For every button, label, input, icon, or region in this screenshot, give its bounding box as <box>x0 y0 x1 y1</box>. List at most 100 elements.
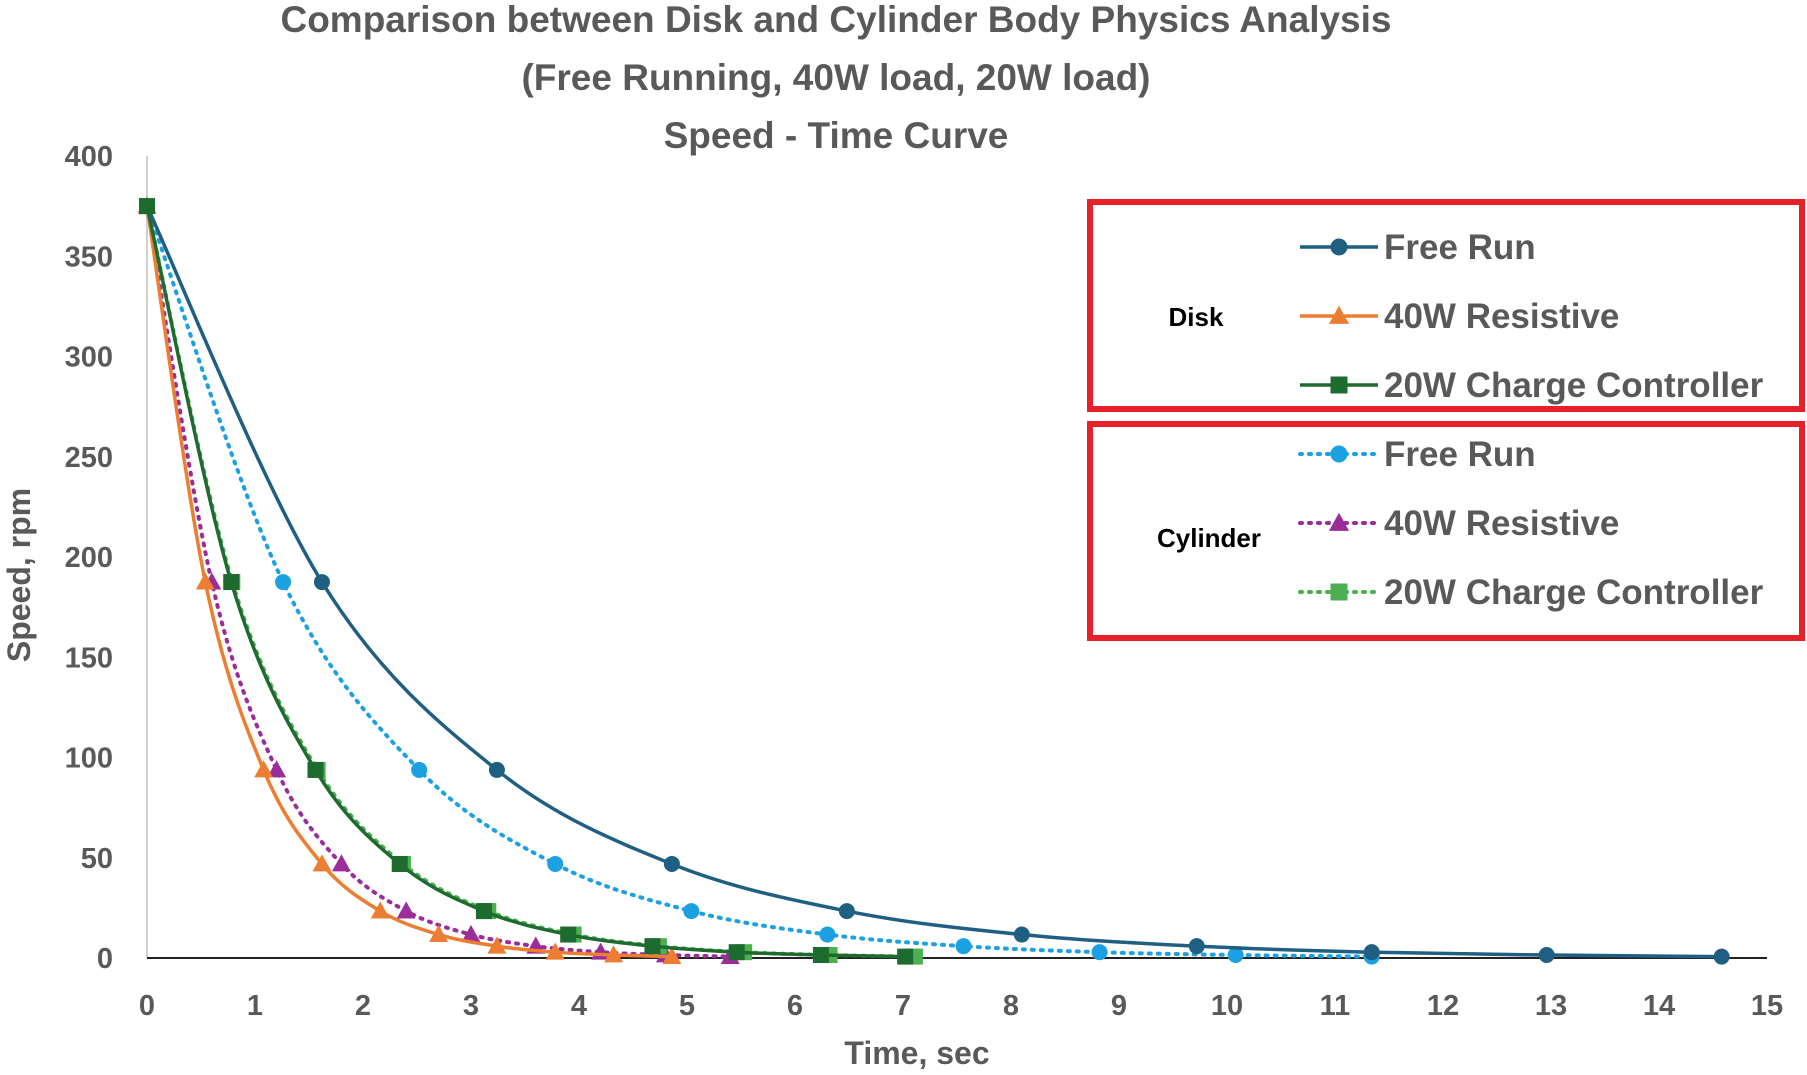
data-point <box>429 924 449 942</box>
chart-title-line-1: Comparison between Disk and Cylinder Bod… <box>280 0 1391 40</box>
series-disk-square <box>139 198 914 965</box>
data-point <box>195 572 215 590</box>
x-tick-label: 1 <box>247 990 263 1022</box>
data-point <box>1363 944 1380 961</box>
legend-marker <box>1330 445 1348 463</box>
data-point <box>545 942 565 960</box>
data-point <box>897 948 914 965</box>
data-point <box>275 574 292 591</box>
x-tick-label: 14 <box>1643 990 1675 1022</box>
series-disk-triangle <box>137 196 682 964</box>
data-point <box>487 936 507 954</box>
y-tick-label: 200 <box>65 542 113 574</box>
data-point <box>955 938 972 955</box>
data-point <box>1188 938 1205 955</box>
y-tick-label: 50 <box>81 843 113 875</box>
data-point <box>728 944 745 961</box>
data-point <box>370 901 390 919</box>
y-tick-label: 150 <box>65 642 113 674</box>
data-point <box>838 903 855 920</box>
x-tick-label: 2 <box>355 990 371 1022</box>
data-point <box>312 854 332 872</box>
legend-entry: 40W Resistive <box>1298 504 1619 543</box>
x-tick-label: 4 <box>571 990 587 1022</box>
legend-marker <box>1330 583 1348 601</box>
data-point <box>812 946 829 963</box>
x-tick-label: 0 <box>139 990 155 1022</box>
series-line <box>145 204 733 959</box>
data-point <box>488 761 505 778</box>
legend-label: Free Run <box>1384 435 1536 474</box>
x-tick-label: 12 <box>1427 990 1459 1022</box>
y-axis-label: Speed, rpm <box>1 488 37 662</box>
legend-marker <box>1330 376 1348 394</box>
data-point <box>139 198 155 215</box>
series-cylinder-circle <box>139 198 1380 965</box>
data-point <box>547 855 564 872</box>
legend-label: 40W Resistive <box>1384 297 1619 336</box>
series-line <box>145 205 1722 959</box>
y-tick-labels: 0 50 100 150 200 250 300 350 400 <box>65 141 113 975</box>
x-tick-label: 9 <box>1111 990 1127 1022</box>
data-point <box>560 926 577 943</box>
legend-entry: 40W Resistive <box>1300 297 1619 336</box>
y-tick-label: 250 <box>65 442 113 474</box>
data-point <box>254 760 274 778</box>
data-point <box>1091 944 1108 961</box>
data-point <box>663 855 680 872</box>
data-point <box>662 946 682 964</box>
data-point <box>411 761 428 778</box>
data-point <box>396 901 416 919</box>
legend-marker <box>1328 512 1350 531</box>
x-tick-label: 8 <box>1003 990 1019 1022</box>
legend-box-cylinder <box>1087 421 1805 641</box>
legend-entry: 20W Charge Controller <box>1300 366 1764 405</box>
data-point <box>391 855 408 872</box>
data-point <box>683 903 700 920</box>
data-point <box>267 760 287 778</box>
data-point <box>313 574 330 591</box>
x-tick-label: 3 <box>463 990 479 1022</box>
data-point <box>819 926 836 943</box>
y-tick-label: 0 <box>97 943 113 975</box>
x-tick-label: 5 <box>679 990 695 1022</box>
x-tick-labels: 0 1 2 3 4 5 6 7 8 9 10 11 12 13 14 15 <box>139 990 1783 1022</box>
legend: Disk Cylinder Free Run 40W Resistive 20W C… <box>1087 199 1805 641</box>
legend-entry: Free Run <box>1300 228 1536 267</box>
data-point <box>331 854 351 872</box>
legend-label: Free Run <box>1384 228 1536 267</box>
data-point <box>604 945 624 963</box>
x-axis-label: Time, sec <box>844 1035 989 1071</box>
y-tick-label: 300 <box>65 342 113 374</box>
data-point <box>475 903 492 920</box>
data-point <box>223 574 240 591</box>
x-tick-label: 10 <box>1211 990 1243 1022</box>
chart-title-line-3: Speed - Time Curve <box>664 115 1009 156</box>
legend-entry: Free Run <box>1298 435 1536 474</box>
x-tick-label: 7 <box>895 990 911 1022</box>
data-point <box>644 938 661 955</box>
axes <box>146 156 1767 959</box>
plot-area <box>137 196 1730 965</box>
legend-entry: 20W Charge Controller <box>1298 573 1764 612</box>
data-point <box>1713 948 1730 965</box>
data-point <box>1013 926 1030 943</box>
x-tick-label: 6 <box>787 990 803 1022</box>
legend-marker <box>1328 305 1350 324</box>
legend-entries: Free Run 40W Resistive 20W Charge Controll… <box>1298 228 1764 612</box>
x-tick-label: 11 <box>1320 990 1351 1022</box>
legend-marker <box>1330 238 1348 256</box>
y-tick-label: 100 <box>65 743 113 775</box>
data-point <box>1538 946 1555 963</box>
legend-label: 20W Charge Controller <box>1384 573 1764 612</box>
x-tick-label: 15 <box>1751 990 1783 1022</box>
y-tick-label: 400 <box>65 141 113 173</box>
legend-label: 40W Resistive <box>1384 504 1619 543</box>
x-tick-label: 13 <box>1535 990 1567 1022</box>
chart-title-line-2: (Free Running, 40W load, 20W load) <box>521 57 1150 98</box>
data-point <box>307 761 324 778</box>
legend-group-disk: Disk <box>1169 302 1224 332</box>
y-tick-label: 350 <box>65 241 113 273</box>
